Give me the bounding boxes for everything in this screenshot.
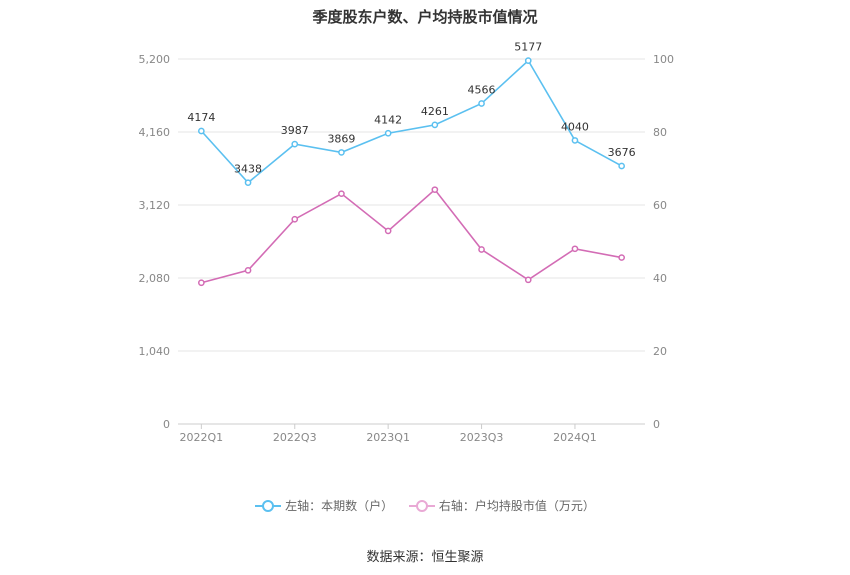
left-axis-tick-label: 5,200 <box>139 53 171 66</box>
x-axis-tick-label: 2022Q1 <box>180 431 224 444</box>
data-point-right <box>524 276 532 284</box>
data-point-right <box>338 190 345 198</box>
data-point-right <box>478 246 485 253</box>
x-axis-tick-label: 2022Q3 <box>273 431 317 444</box>
data-point-left <box>198 127 205 135</box>
data-label: 3987 <box>281 124 309 137</box>
x-axis-tick-label: 2024Q1 <box>553 431 597 444</box>
source-note: 数据来源：恒生聚源 <box>366 550 484 565</box>
data-label: 4566 <box>468 84 496 97</box>
series-line-right <box>201 188 622 284</box>
legend-item-left-series[interactable]: 左轴：本期数（户） <box>255 497 393 514</box>
data-point-left <box>478 100 485 107</box>
x-axis-tick-label: 2023Q1 <box>366 431 410 444</box>
right-axis-tick-label: 80 <box>653 126 667 139</box>
left-axis-tick-label: 2,080 <box>139 272 171 285</box>
legend-label-left-series: 左轴：本期数（户） <box>285 499 394 513</box>
data-point-left <box>244 179 252 187</box>
data-label: 4142 <box>374 113 402 126</box>
data-point-right <box>384 227 392 235</box>
data-point-right <box>198 279 205 287</box>
right-axis-tick-label: 0 <box>653 418 660 431</box>
data-label: 4261 <box>421 105 449 118</box>
legend-swatch-blue <box>255 499 282 512</box>
series-lines <box>198 57 626 287</box>
right-axis-tick-label: 20 <box>653 345 667 358</box>
chart-title: 季度股东户数、户均持股市值情况 <box>312 8 538 26</box>
data-label: 3676 <box>608 146 636 159</box>
data-point-right <box>291 215 299 223</box>
data-point-left <box>384 129 392 137</box>
data-point-left <box>291 140 299 148</box>
legend-label-right-series: 右轴：户均持股市值（万元） <box>438 499 595 513</box>
left-axis-tick-label: 0 <box>163 418 170 431</box>
left-axis-tick-label: 4,160 <box>139 126 171 139</box>
data-label: 3869 <box>327 132 355 145</box>
data-label: 3438 <box>234 163 262 176</box>
data-point-right <box>618 254 626 261</box>
legend-swatch-pink <box>408 499 435 512</box>
right-axis-tick-label: 100 <box>653 53 674 66</box>
data-point-left <box>571 137 579 144</box>
x-axis-tick-label: 2023Q3 <box>460 431 504 444</box>
legend: 左轴：本期数（户） 右轴：户均持股市值（万元） <box>0 497 850 515</box>
data-label: 5177 <box>514 41 542 54</box>
data-point-left <box>618 162 626 170</box>
data-labels: 4174 3438 3987 3869 4142 4261 4566 5177 4040 3676 <box>187 41 635 176</box>
left-axis-tick-label: 3,120 <box>139 199 171 212</box>
series-line-left <box>200 59 623 184</box>
data-label: 4040 <box>561 120 589 133</box>
grid-lines <box>178 58 645 425</box>
data-label: 4174 <box>187 111 215 124</box>
data-point-left <box>431 121 439 129</box>
right-axis-tick-label: 40 <box>653 272 667 285</box>
data-point-left <box>524 57 532 64</box>
right-axis-tick-label: 60 <box>653 199 667 212</box>
left-axis-tick-label: 1,040 <box>139 345 171 358</box>
data-point-right <box>571 245 579 253</box>
data-point-right <box>431 186 439 194</box>
data-point-left <box>338 149 345 156</box>
axes: 0 0 1,040 20 2,080 40 3,120 60 4,160 80 5,200 100 20… <box>139 53 675 444</box>
data-point-right <box>244 266 252 274</box>
legend-item-right-series[interactable]: 右轴：户均持股市值（万元） <box>408 497 595 514</box>
